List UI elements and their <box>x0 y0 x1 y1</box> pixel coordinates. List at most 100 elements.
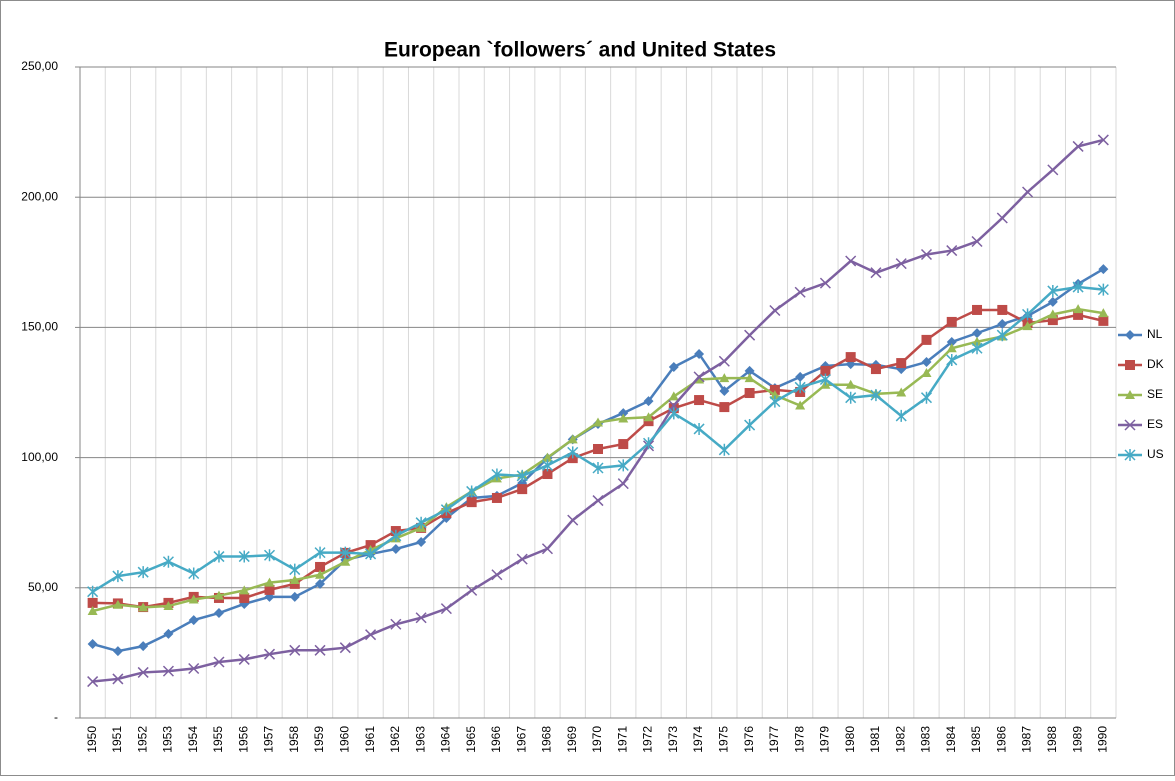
marker <box>491 569 503 581</box>
marker <box>137 666 149 678</box>
x-tick-label: 1990 <box>1096 726 1110 753</box>
marker <box>1125 390 1135 399</box>
marker <box>213 608 224 619</box>
marker <box>744 388 755 399</box>
marker <box>896 387 907 397</box>
marker <box>618 439 629 450</box>
marker <box>946 343 957 353</box>
x-tick-label: 1967 <box>514 726 528 753</box>
marker <box>845 352 856 363</box>
marker <box>213 590 224 600</box>
x-tick-label: 1968 <box>540 726 554 753</box>
marker <box>618 408 629 419</box>
marker <box>921 367 932 377</box>
marker <box>339 642 351 654</box>
marker <box>971 342 983 355</box>
x-tick-label: 1987 <box>1020 726 1034 753</box>
marker <box>390 618 402 630</box>
x-tick-label: 1976 <box>742 726 756 753</box>
marker <box>314 546 326 559</box>
marker <box>719 402 730 413</box>
marker <box>415 516 427 529</box>
y-tick-label: - <box>54 710 58 724</box>
marker <box>541 543 553 555</box>
x-tick-label: 1975 <box>717 726 731 753</box>
x-tick-label: 1965 <box>464 726 478 753</box>
marker <box>516 469 528 482</box>
x-tick-label: 1956 <box>236 726 250 753</box>
marker <box>188 615 199 626</box>
marker <box>668 361 679 372</box>
marker <box>1022 186 1034 198</box>
marker <box>314 644 326 656</box>
marker <box>87 605 98 615</box>
marker <box>946 245 958 257</box>
x-tick-label: 1957 <box>262 726 276 753</box>
marker <box>718 443 730 456</box>
marker <box>1047 309 1058 319</box>
marker <box>466 485 478 498</box>
marker <box>87 676 99 688</box>
marker <box>1098 264 1109 275</box>
marker <box>870 389 882 402</box>
marker <box>819 373 831 386</box>
y-tick-label: 200,00 <box>21 189 58 203</box>
marker <box>997 304 1008 315</box>
marker <box>744 329 756 341</box>
marker <box>263 549 276 562</box>
x-tick-label: 1985 <box>969 726 983 753</box>
x-tick-label: 1962 <box>388 726 402 753</box>
marker <box>542 469 553 480</box>
x-tick-label: 1960 <box>337 726 351 753</box>
x-tick-label: 1984 <box>944 726 958 753</box>
x-tick-label: 1951 <box>110 726 124 753</box>
y-tick-label: 150,00 <box>21 320 58 334</box>
marker <box>1047 284 1059 297</box>
marker <box>340 556 351 566</box>
marker <box>163 628 174 639</box>
x-tick-label: 1950 <box>85 726 99 753</box>
chart-title: European `followers´ and United States <box>384 39 776 62</box>
x-tick-label: 1963 <box>413 726 427 753</box>
marker <box>820 365 831 376</box>
marker <box>264 577 275 587</box>
marker <box>795 371 806 382</box>
x-tick-label: 1982 <box>893 726 907 753</box>
marker <box>567 514 579 526</box>
legend-label: SE <box>1147 387 1163 401</box>
x-tick-label: 1961 <box>363 726 377 753</box>
x-tick-label: 1970 <box>590 726 604 753</box>
marker <box>1022 321 1033 331</box>
y-tick-label: 250,00 <box>21 59 58 73</box>
marker <box>592 462 604 475</box>
x-tick-label: 1977 <box>767 726 781 753</box>
marker <box>315 569 326 579</box>
marker <box>567 434 578 444</box>
marker <box>1022 308 1034 321</box>
y-tick-label: 50,00 <box>28 580 58 594</box>
marker <box>794 381 806 394</box>
marker <box>1047 164 1059 176</box>
marker <box>920 391 933 404</box>
marker <box>769 390 780 400</box>
marker <box>315 578 326 589</box>
marker <box>895 409 907 422</box>
x-tick-label: 1988 <box>1045 726 1059 753</box>
marker <box>643 396 654 407</box>
marker <box>1073 304 1084 314</box>
x-tick-label: 1969 <box>565 726 579 753</box>
x-tick-label: 1958 <box>287 726 301 753</box>
x-tick-label: 1964 <box>439 726 453 753</box>
marker <box>870 267 882 279</box>
marker <box>694 395 705 406</box>
marker <box>972 336 983 346</box>
marker <box>593 444 603 455</box>
marker <box>896 358 907 369</box>
marker <box>466 497 477 508</box>
marker <box>390 544 401 555</box>
marker <box>618 413 629 423</box>
marker <box>1125 360 1135 370</box>
marker <box>440 503 452 516</box>
marker <box>541 459 553 472</box>
